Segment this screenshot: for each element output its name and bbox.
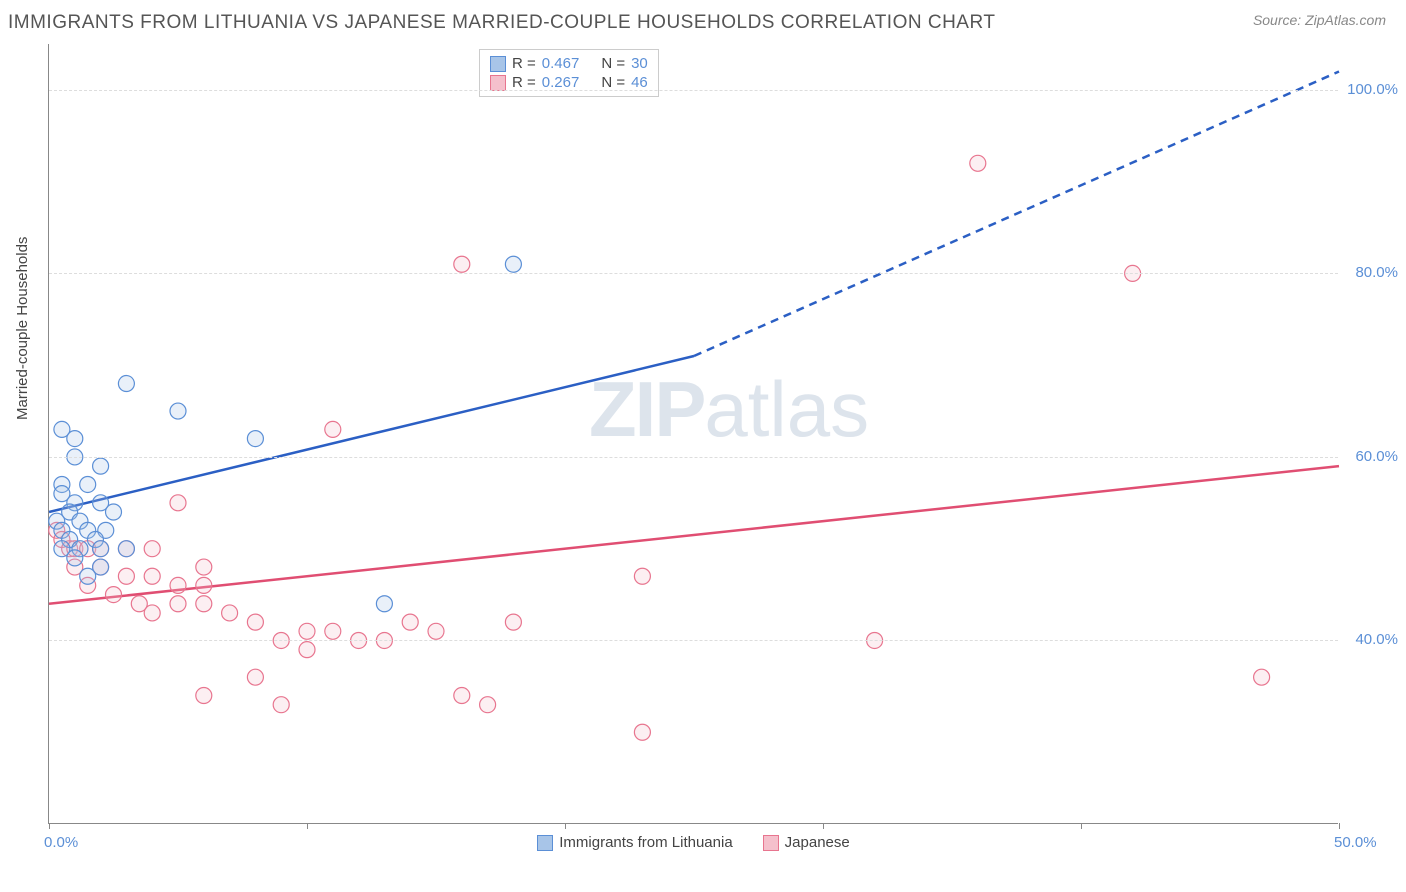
- scatter-point: [80, 568, 96, 584]
- scatter-point: [196, 577, 212, 593]
- x-tick-label: 50.0%: [1334, 834, 1377, 851]
- scatter-point: [247, 669, 263, 685]
- gridline: [49, 457, 1338, 458]
- scatter-point: [299, 642, 315, 658]
- scatter-point: [970, 155, 986, 171]
- x-tick: [49, 823, 50, 829]
- legend-item-series2: Japanese: [763, 834, 850, 851]
- scatter-point: [222, 605, 238, 621]
- chart-plot-area: ZIPatlas R = 0.467 N = 30 R = 0.267 N = …: [48, 44, 1338, 824]
- scatter-point: [118, 376, 134, 392]
- scatter-point: [196, 596, 212, 612]
- trend-line: [49, 466, 1339, 604]
- scatter-point: [325, 421, 341, 437]
- scatter-point: [196, 559, 212, 575]
- scatter-point: [634, 568, 650, 584]
- scatter-point: [170, 403, 186, 419]
- scatter-point: [1254, 669, 1270, 685]
- scatter-point: [144, 568, 160, 584]
- legend-item-series1: Immigrants from Lithuania: [537, 834, 732, 851]
- swatch-series1: [490, 56, 506, 72]
- scatter-point: [299, 623, 315, 639]
- x-tick: [565, 823, 566, 829]
- scatter-point: [67, 550, 83, 566]
- scatter-point: [144, 541, 160, 557]
- scatter-point: [376, 596, 392, 612]
- trend-line: [694, 72, 1339, 356]
- x-tick: [823, 823, 824, 829]
- gridline: [49, 640, 1338, 641]
- x-tick: [307, 823, 308, 829]
- bottom-legend: Immigrants from Lithuania Japanese: [49, 834, 1338, 851]
- n-value-series2: 46: [631, 74, 648, 91]
- scatter-point: [106, 504, 122, 520]
- scatter-point: [325, 623, 341, 639]
- swatch-series1-icon: [537, 835, 553, 851]
- scatter-point: [118, 568, 134, 584]
- x-tick: [1081, 823, 1082, 829]
- scatter-point: [170, 577, 186, 593]
- stats-row-series1: R = 0.467 N = 30: [490, 54, 648, 73]
- n-label: N =: [601, 74, 625, 91]
- n-value-series1: 30: [631, 55, 648, 72]
- n-label: N =: [601, 55, 625, 72]
- y-axis-label: Married-couple Households: [14, 237, 31, 420]
- scatter-point: [273, 697, 289, 713]
- y-tick-label: 80.0%: [1355, 264, 1398, 281]
- source-label: Source: ZipAtlas.com: [1253, 12, 1386, 28]
- scatter-point: [454, 688, 470, 704]
- scatter-point: [505, 614, 521, 630]
- scatter-point: [634, 724, 650, 740]
- scatter-point: [93, 541, 109, 557]
- swatch-series2-icon: [763, 835, 779, 851]
- scatter-point: [247, 614, 263, 630]
- scatter-point: [144, 605, 160, 621]
- scatter-point: [402, 614, 418, 630]
- legend-label-series2: Japanese: [785, 834, 850, 851]
- chart-title: IMMIGRANTS FROM LITHUANIA VS JAPANESE MA…: [8, 12, 995, 34]
- scatter-point: [480, 697, 496, 713]
- scatter-point: [505, 256, 521, 272]
- r-label: R =: [512, 55, 536, 72]
- y-tick-label: 60.0%: [1355, 448, 1398, 465]
- scatter-point: [170, 596, 186, 612]
- chart-svg: [49, 44, 1338, 823]
- y-tick-label: 40.0%: [1355, 631, 1398, 648]
- gridline: [49, 90, 1338, 91]
- scatter-point: [428, 623, 444, 639]
- scatter-point: [170, 495, 186, 511]
- y-tick-label: 100.0%: [1347, 81, 1398, 98]
- x-tick-label: 0.0%: [44, 834, 78, 851]
- scatter-point: [454, 256, 470, 272]
- r-value-series1: 0.467: [542, 55, 580, 72]
- scatter-point: [118, 541, 134, 557]
- scatter-point: [93, 458, 109, 474]
- scatter-point: [80, 476, 96, 492]
- legend-label-series1: Immigrants from Lithuania: [559, 834, 732, 851]
- gridline: [49, 273, 1338, 274]
- scatter-point: [247, 431, 263, 447]
- scatter-point: [67, 431, 83, 447]
- r-label: R =: [512, 74, 536, 91]
- scatter-point: [196, 688, 212, 704]
- r-value-series2: 0.267: [542, 74, 580, 91]
- trend-line: [49, 356, 694, 512]
- swatch-series2: [490, 75, 506, 91]
- scatter-point: [106, 587, 122, 603]
- x-tick: [1339, 823, 1340, 829]
